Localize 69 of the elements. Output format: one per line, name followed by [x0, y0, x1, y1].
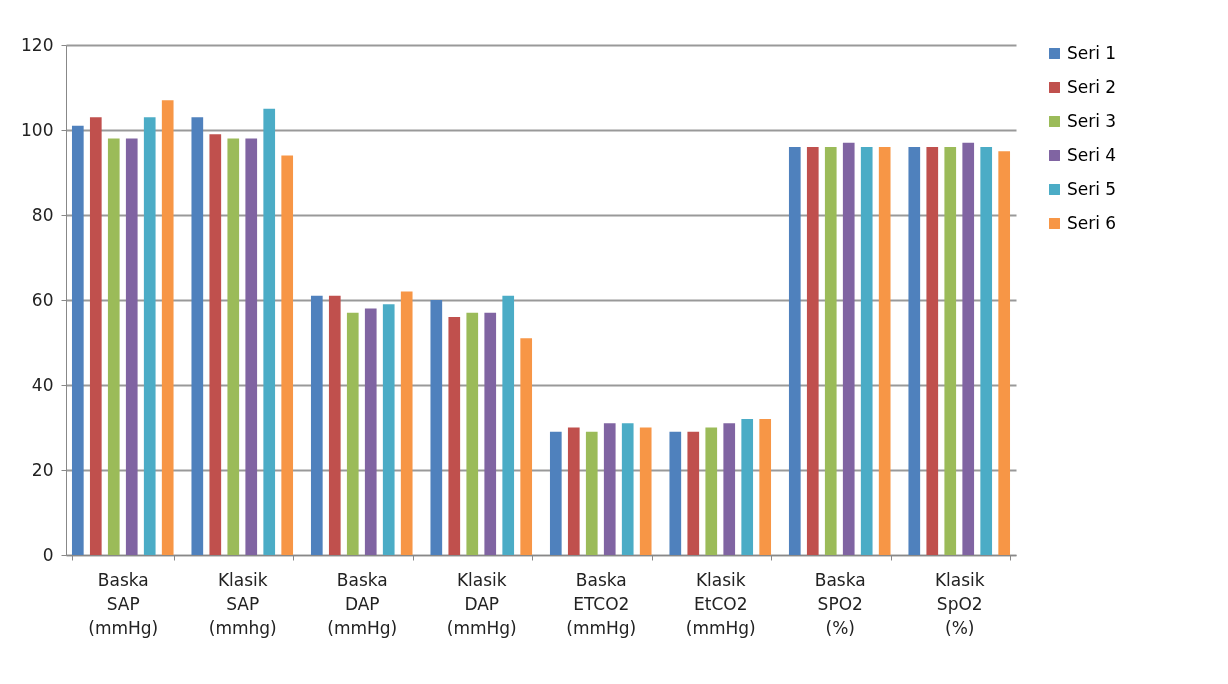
legend-label: Seri 1 — [1067, 42, 1117, 63]
bar — [603, 423, 616, 555]
y-tick-label: 100 — [21, 119, 54, 140]
x-tick-label: Klasik SAP (mmhg) — [208, 569, 277, 638]
x-tick-label: Klasik SpO2 (%) — [934, 569, 985, 638]
bar — [448, 317, 461, 555]
y-tick-label: 0 — [42, 544, 54, 565]
bar — [878, 147, 891, 555]
legend-label: Seri 6 — [1067, 212, 1117, 233]
bar — [842, 142, 855, 555]
bar — [520, 338, 533, 555]
y-tick-label: 20 — [31, 459, 54, 480]
bar — [71, 125, 84, 555]
bar — [281, 155, 294, 555]
bar — [346, 312, 359, 555]
bar — [382, 304, 395, 555]
y-tick-label: 60 — [31, 289, 54, 310]
bar — [723, 423, 736, 555]
bar — [125, 138, 138, 555]
bar — [639, 427, 652, 555]
legend-label: Seri 3 — [1067, 110, 1117, 131]
bar — [364, 308, 377, 555]
x-tick-label: Klasik DAP (mmHg) — [446, 569, 517, 638]
y-tick-label: 80 — [31, 204, 54, 225]
bar — [669, 431, 682, 555]
bar — [328, 295, 341, 555]
bar — [567, 427, 580, 555]
bar — [209, 134, 222, 555]
bar — [143, 117, 156, 555]
bar — [484, 312, 497, 555]
bar — [806, 147, 819, 555]
bar — [908, 147, 921, 555]
bar — [502, 295, 515, 555]
bar — [263, 108, 276, 555]
bar — [860, 147, 873, 555]
bar — [585, 431, 598, 555]
bar — [824, 147, 837, 555]
bar — [89, 117, 102, 555]
bar — [191, 117, 204, 555]
bar — [926, 147, 939, 555]
x-tick-label: Baska DAP (mmHg) — [327, 569, 398, 638]
legend-label: Seri 2 — [1067, 76, 1117, 97]
bar — [944, 147, 957, 555]
bar — [466, 312, 479, 555]
bar — [621, 423, 634, 555]
bar — [788, 147, 801, 555]
bar — [759, 419, 772, 555]
x-tick-label: Baska ETCO2 (mmHg) — [566, 569, 637, 638]
x-tick-label: Klasik EtCO2 (mmHg) — [685, 569, 756, 638]
bar — [245, 138, 258, 555]
legend-label: Seri 4 — [1067, 144, 1117, 165]
bar — [687, 431, 700, 555]
bar — [400, 291, 413, 555]
legend-label: Seri 5 — [1067, 178, 1117, 199]
y-tick-label: 120 — [21, 34, 54, 55]
bar — [998, 151, 1011, 555]
bar — [962, 142, 975, 555]
bar — [430, 300, 443, 555]
x-tick-label: Baska SAP (mmHg) — [88, 569, 159, 638]
bar — [549, 431, 562, 555]
bar — [161, 100, 174, 555]
y-tick-label: 40 — [31, 374, 54, 395]
bar — [980, 147, 993, 555]
bar — [705, 427, 718, 555]
bar — [741, 419, 754, 555]
bar — [227, 138, 240, 555]
bar — [107, 138, 120, 555]
x-tick-label: Baska SPO2 (%) — [814, 569, 866, 638]
bar — [310, 295, 323, 555]
